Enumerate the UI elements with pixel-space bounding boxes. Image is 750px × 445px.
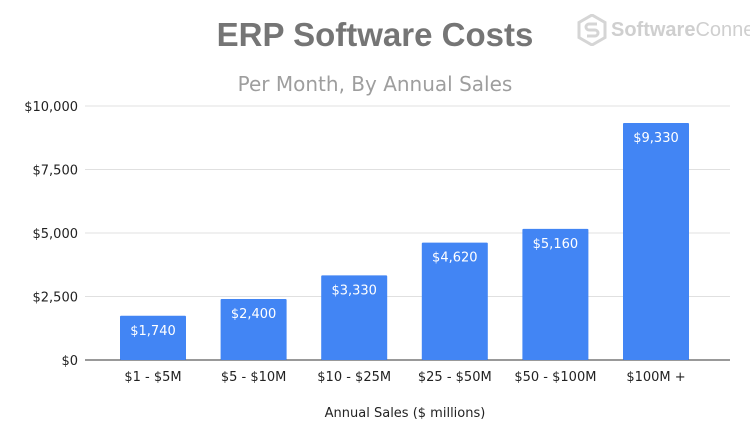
x-axis-label: Annual Sales ($ millions)	[325, 406, 486, 421]
chart-subtitle: Per Month, By Annual Sales	[237, 72, 513, 96]
bar	[522, 228, 589, 360]
bar	[220, 299, 287, 360]
data-label: $4,620	[432, 251, 478, 266]
bar	[321, 275, 388, 360]
logo-text-regular: Connect	[695, 18, 750, 41]
x-tick-label: $100M +	[626, 370, 685, 385]
logo-hexagon-icon	[577, 14, 607, 46]
data-label: $1,740	[130, 324, 176, 339]
bar	[120, 315, 186, 360]
x-tick-label: $25 - $50M	[418, 370, 492, 385]
softwareconnect-logo: SoftwareConnect	[577, 14, 750, 46]
y-tick-label: $5,000	[33, 227, 79, 242]
logo-text-bold: Software	[611, 18, 696, 41]
data-label: $2,400	[231, 307, 277, 322]
bar	[421, 242, 488, 360]
data-label: $5,160	[533, 237, 579, 252]
y-tick-label: $10,000	[24, 100, 78, 115]
x-tick-label: $5 - $10M	[221, 370, 287, 385]
y-tick-label: $7,500	[33, 164, 79, 179]
data-label: $9,330	[633, 131, 679, 146]
chart-title: ERP Software Costs	[216, 16, 534, 53]
y-tick-label: $2,500	[33, 291, 79, 306]
data-label: $3,330	[331, 283, 377, 298]
x-tick-label: $1 - $5M	[124, 370, 181, 385]
x-tick-label: $50 - $100M	[514, 370, 596, 385]
y-tick-label: $0	[61, 354, 78, 369]
bar	[623, 123, 689, 360]
x-tick-label: $10 - $25M	[317, 370, 391, 385]
